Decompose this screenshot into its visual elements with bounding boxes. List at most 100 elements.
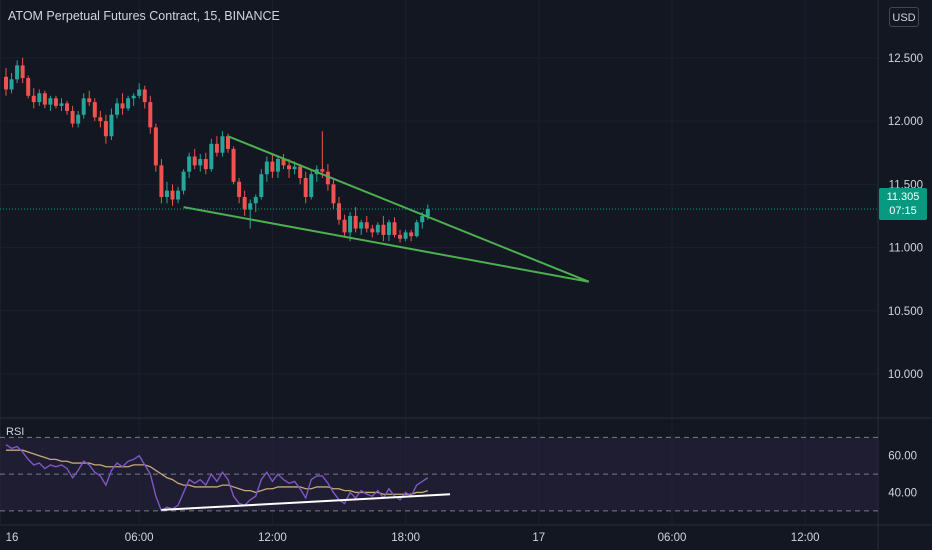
candle-body: [364, 222, 369, 229]
candle-72: [403, 229, 408, 242]
time-axis[interactable]: 16 06:00 12:00 18:00 17 06:00 12:00: [6, 532, 820, 544]
candle-body: [59, 103, 64, 106]
candle-body: [425, 208, 430, 216]
candle-body: [42, 93, 47, 105]
candle-body: [309, 174, 314, 197]
candle-body: [26, 78, 31, 96]
time-tick-0: 16: [6, 532, 19, 544]
candle-74: [414, 219, 419, 238]
rsi-divergence-line: [161, 493, 451, 511]
candle-70: [392, 217, 397, 238]
candle-36: [203, 152, 208, 175]
candle-body: [98, 117, 103, 122]
rsi-line: [5, 444, 429, 512]
candle-59: [331, 177, 336, 210]
candle-67: [375, 222, 380, 235]
candle-15: [87, 90, 92, 106]
rsi-label: RSI: [6, 426, 25, 438]
candle-body: [142, 89, 147, 103]
candle-body: [153, 127, 158, 166]
candle-14: [81, 93, 86, 119]
candle-body: [226, 136, 230, 149]
candle-body: [70, 110, 75, 124]
candle-body: [170, 190, 175, 200]
candle-body: [87, 98, 92, 103]
candle-17: [98, 110, 103, 128]
candle-body: [370, 228, 375, 233]
candle-body: [342, 219, 347, 233]
candle-20: [115, 98, 119, 119]
price-tick-0: 12.500: [888, 53, 923, 65]
time-tick-2: 12:00: [258, 532, 287, 544]
candle-body: [264, 161, 269, 175]
candle-13: [76, 110, 81, 128]
rsi-pane: [0, 436, 878, 512]
candle-body: [331, 184, 336, 204]
candle-51: [287, 159, 292, 178]
candle-body: [209, 143, 214, 170]
candle-71: [398, 229, 403, 243]
candle-body: [375, 224, 380, 233]
candle-26: [148, 95, 153, 134]
candle-44: [248, 199, 253, 229]
candle-16: [92, 98, 97, 122]
candle-25: [142, 85, 147, 109]
candle-body: [353, 215, 358, 229]
candle-49: [275, 156, 280, 178]
candle-body: [159, 165, 164, 197]
bar-countdown-label: 07:15: [889, 205, 917, 217]
rsi-axis: 60.00 40.00: [888, 451, 917, 500]
candle-0: [4, 67, 8, 96]
current-price-label: 11.305: [886, 191, 920, 203]
candle-body: [337, 203, 341, 220]
candle-42: [237, 177, 242, 204]
time-tick-6: 12:00: [791, 532, 820, 544]
candle-body: [381, 224, 386, 235]
candle-body: [292, 166, 297, 170]
candle-body: [237, 181, 242, 197]
candle-60: [337, 196, 341, 225]
time-tick-3: 18:00: [391, 532, 420, 544]
candle-4: [26, 75, 31, 99]
candle-body: [275, 159, 280, 172]
candle-body: [214, 143, 219, 153]
candle-11: [65, 100, 70, 115]
candle-body: [37, 93, 42, 103]
candle-22: [126, 95, 131, 111]
candle-24: [137, 83, 142, 99]
candle-body: [137, 89, 142, 96]
candle-body: [109, 114, 114, 137]
candle-47: [264, 156, 269, 182]
candle-21: [120, 93, 125, 115]
rsi-band: [0, 437, 878, 511]
candle-body: [248, 203, 253, 210]
candle-55: [309, 169, 314, 200]
currency-button[interactable]: USD: [889, 7, 919, 27]
candle-body: [187, 156, 192, 172]
candle-31: [176, 186, 181, 204]
candle-50: [281, 153, 286, 170]
candle-body: [259, 174, 264, 197]
candle-body: [148, 102, 153, 128]
candle-body: [414, 222, 419, 237]
candle-27: [153, 123, 158, 172]
candle-body: [386, 222, 391, 235]
candle-body: [198, 159, 203, 166]
candle-body: [303, 177, 308, 197]
candle-39: [220, 131, 225, 157]
candle-body: [203, 159, 208, 170]
candle-body: [403, 232, 408, 239]
candle-body: [115, 103, 119, 115]
candle-69: [386, 219, 391, 242]
candle-body: [103, 121, 108, 137]
candle-body: [420, 215, 425, 223]
candle-35: [198, 153, 203, 172]
candle-8: [48, 95, 53, 111]
candle-body: [298, 166, 303, 178]
candle-body: [409, 232, 414, 237]
candle-body: [15, 65, 20, 80]
price-tick-1: 12.000: [888, 116, 923, 128]
candle-37: [209, 138, 214, 172]
